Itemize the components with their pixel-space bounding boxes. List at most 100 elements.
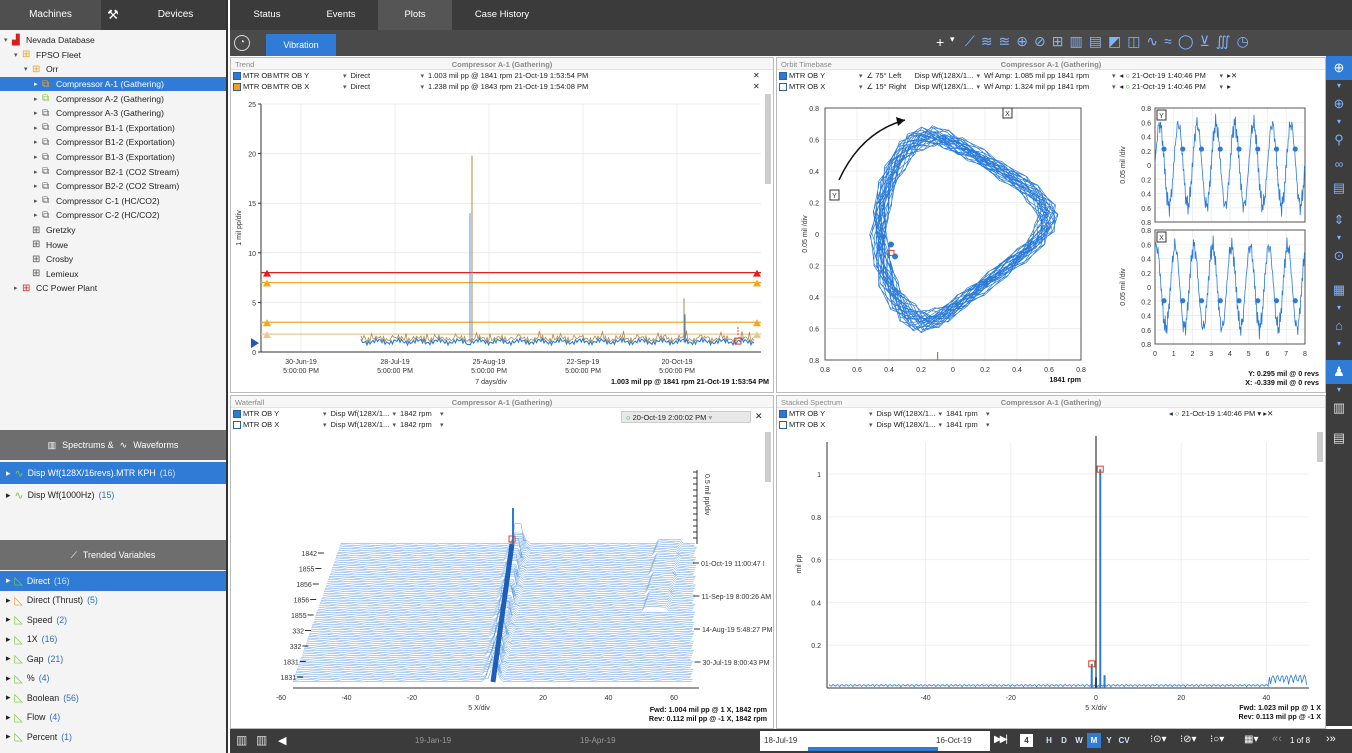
scale-icon[interactable]: ⇕ bbox=[1333, 212, 1345, 227]
channel-dropdown[interactable]: Wf Amp: 1.324 mil pp 1841 rpm bbox=[984, 82, 1090, 91]
tree-item[interactable]: ▸ ⧉ Compressor C-1 (HC/CO2) bbox=[0, 194, 226, 209]
waveform-plot-icon[interactable]: ∿ bbox=[1146, 33, 1159, 49]
channel-color-icon[interactable] bbox=[233, 82, 241, 91]
collapse-icon[interactable]: ▸ bbox=[34, 139, 38, 147]
channel-color-icon[interactable] bbox=[779, 420, 787, 429]
prev-icon[interactable]: ◂ bbox=[1119, 82, 1126, 91]
scale-z-icon[interactable]: ⁝○▾ bbox=[1210, 734, 1225, 745]
chevron-down-icon[interactable]: ▾ bbox=[986, 421, 990, 429]
trended-item[interactable]: ▸ ◺ Speed (2) bbox=[0, 610, 226, 630]
close-icon[interactable]: ✕ bbox=[755, 411, 763, 421]
expand-icon[interactable]: ▸ bbox=[6, 467, 11, 478]
tree-item[interactable]: ▸ ⧉ Compressor B2-2 (CO2 Stream) bbox=[0, 179, 226, 194]
chevron-down-icon[interactable]: ▾ ▸✕ bbox=[1255, 409, 1274, 418]
chevron-down-icon[interactable]: ▾ bbox=[1336, 385, 1341, 394]
channel-dropdown[interactable]: MTR OB Y bbox=[789, 71, 826, 80]
stacked-cursor-box[interactable] bbox=[1096, 465, 1104, 473]
expand-icon[interactable]: ▸ bbox=[6, 672, 11, 683]
orbit-date[interactable]: ◂ ○ 21-Oct-19 1:40:46 PM bbox=[1119, 82, 1206, 91]
main-tab[interactable]: Status bbox=[253, 9, 281, 20]
chevron-down-icon[interactable]: ▾ bbox=[420, 83, 425, 91]
prev-icon[interactable]: ◂ bbox=[1119, 71, 1126, 80]
channel-dropdown[interactable]: 1842 rpm bbox=[400, 409, 432, 418]
chevron-down-icon[interactable]: ▾ bbox=[976, 83, 981, 91]
trend-cursor[interactable] bbox=[734, 337, 742, 345]
tree-item[interactable]: ▾ ▟ Nevada Database bbox=[0, 33, 226, 48]
link-icon[interactable]: ∞ bbox=[1334, 157, 1344, 171]
trended-item[interactable]: ▸ ◺ Flow (4) bbox=[0, 708, 226, 728]
cascade-icon[interactable]: ◫ bbox=[1127, 33, 1141, 49]
orbit-icon[interactable]: ◯ bbox=[1177, 33, 1194, 49]
channel-color-icon[interactable] bbox=[233, 420, 241, 429]
layout-icon[interactable]: ▦ bbox=[1332, 282, 1346, 297]
polar-icon[interactable]: ⊕ bbox=[1016, 33, 1029, 49]
chevron-down-icon[interactable]: ▾ bbox=[1336, 117, 1341, 126]
channel-dropdown[interactable]: ∠ 15° Right bbox=[866, 82, 907, 91]
channel-dropdown[interactable]: MTR OB X bbox=[243, 420, 280, 429]
chevron-down-icon[interactable]: ▾ bbox=[1336, 339, 1341, 348]
probe-icon[interactable]: ⚲ bbox=[1334, 132, 1344, 147]
trended-item[interactable]: ▸ ◺% (4) bbox=[0, 669, 226, 689]
chevron-down-icon[interactable]: ▾ bbox=[1336, 81, 1341, 90]
next-icon[interactable]: ▸ bbox=[1227, 71, 1231, 80]
tree-item[interactable]: ▸ ⊞ CC Power Plant bbox=[0, 281, 226, 296]
orbit-date[interactable]: ◂ ○ 21-Oct-19 1:40:46 PM bbox=[1119, 71, 1206, 80]
stacked-date[interactable]: ◂ ○ 21-Oct-19 1:40:46 PM ▾ ▸✕ bbox=[1169, 409, 1274, 418]
bar-chart-icon[interactable]: ▥ bbox=[1069, 33, 1083, 49]
chevron-down-icon[interactable]: ▾ bbox=[323, 410, 327, 418]
trend-plot-icon[interactable]: ⟋ bbox=[965, 33, 975, 49]
close-icon[interactable]: ✕ bbox=[1230, 71, 1238, 80]
expand-icon[interactable]: ▾ bbox=[24, 66, 28, 74]
collapse-icon[interactable]: ▸ bbox=[34, 154, 38, 162]
channel-dropdown[interactable]: MTR OB Y bbox=[243, 409, 280, 418]
channel-color-icon[interactable] bbox=[233, 409, 241, 418]
trend-chart[interactable]: 25 20 15 10 5 0 30-Jun-19 5:00:00 PM 28-Jul-19 5:… bbox=[231, 94, 773, 392]
chevron-down-icon[interactable]: ▾ bbox=[1112, 72, 1116, 80]
expand-icon[interactable]: ▸ bbox=[6, 594, 11, 605]
trended-item[interactable]: ▸ ◺ 1X (16) bbox=[0, 630, 226, 650]
stacked-scrollbar[interactable] bbox=[1317, 432, 1323, 462]
tree-item[interactable]: ⊞ Gretzky bbox=[0, 223, 226, 238]
channel-dropdown[interactable]: 1841 rpm bbox=[946, 409, 978, 418]
channel-dropdown[interactable]: Wf Amp: 1.085 mil pp 1841 rpm bbox=[984, 71, 1090, 80]
channel-dropdown[interactable]: Disp Wf(128X/1... bbox=[876, 409, 936, 418]
tree-item[interactable]: ▸ ⧉ Compressor B1-3 (Exportation) bbox=[0, 150, 226, 165]
compare-icon[interactable]: ▤ bbox=[1332, 180, 1346, 195]
channel-color-icon[interactable] bbox=[779, 71, 787, 80]
report-icon[interactable]: ▥ bbox=[1332, 400, 1346, 415]
main-tab[interactable]: Case History bbox=[474, 9, 530, 20]
trended-item[interactable]: ▸ ◺ Boolean (56) bbox=[0, 688, 226, 708]
waterfall-cursor[interactable] bbox=[508, 535, 516, 543]
channel-color-icon[interactable] bbox=[233, 71, 241, 80]
notes-icon[interactable]: ▤ bbox=[1332, 430, 1346, 445]
chevron-down-icon[interactable]: ▾ bbox=[343, 72, 347, 80]
chevron-down-icon[interactable]: ▾ bbox=[950, 34, 955, 44]
channel-dropdown[interactable]: Disp Wf(128X/1... bbox=[876, 420, 936, 429]
range-button[interactable]: Y bbox=[1106, 736, 1112, 745]
main-tab[interactable]: Events bbox=[326, 9, 356, 20]
zoom-in-icon[interactable]: ▥ bbox=[236, 733, 248, 747]
channel-dropdown[interactable]: MTR OB Y bbox=[789, 409, 826, 418]
range-button[interactable]: D bbox=[1061, 736, 1067, 745]
chevron-down-icon[interactable]: ▾ bbox=[392, 410, 397, 418]
next-icon[interactable]: ▸ bbox=[1227, 82, 1231, 91]
prev-icon[interactable]: ◂ bbox=[1169, 409, 1175, 418]
expand-icon[interactable]: ▾ bbox=[14, 51, 18, 59]
chevron-down-icon[interactable]: ▾ bbox=[1219, 83, 1224, 91]
collapse-icon[interactable]: ▸ bbox=[34, 168, 38, 176]
channel-dropdown[interactable]: Direct bbox=[350, 82, 371, 91]
tab-vibration[interactable]: Vibration bbox=[266, 34, 336, 56]
waterfall-date-select[interactable]: ○ 20-Oct-19 2:00:02 PM ▾ bbox=[621, 411, 751, 423]
tree-item[interactable]: ▾ ⊞ FPSO Fleet bbox=[0, 48, 226, 63]
chevron-down-icon[interactable]: ▾ bbox=[440, 410, 444, 418]
channel-dropdown[interactable]: MTR OB X bbox=[789, 420, 826, 429]
expand-icon[interactable]: ▸ bbox=[6, 489, 11, 500]
expand-icon[interactable]: ▸ bbox=[6, 653, 11, 664]
expand-icon[interactable]: ▸ bbox=[6, 692, 11, 703]
channel-dropdown[interactable]: ∠ 75° Left bbox=[866, 71, 902, 80]
close-icon[interactable]: ✕ bbox=[753, 82, 760, 91]
zoom-out-icon[interactable]: ▥ bbox=[256, 733, 268, 747]
collapse-icon[interactable]: ▸ bbox=[34, 81, 38, 89]
tree-item[interactable]: ⊞ Crosby bbox=[0, 252, 226, 267]
chevron-down-icon[interactable]: ▾ bbox=[343, 83, 347, 91]
